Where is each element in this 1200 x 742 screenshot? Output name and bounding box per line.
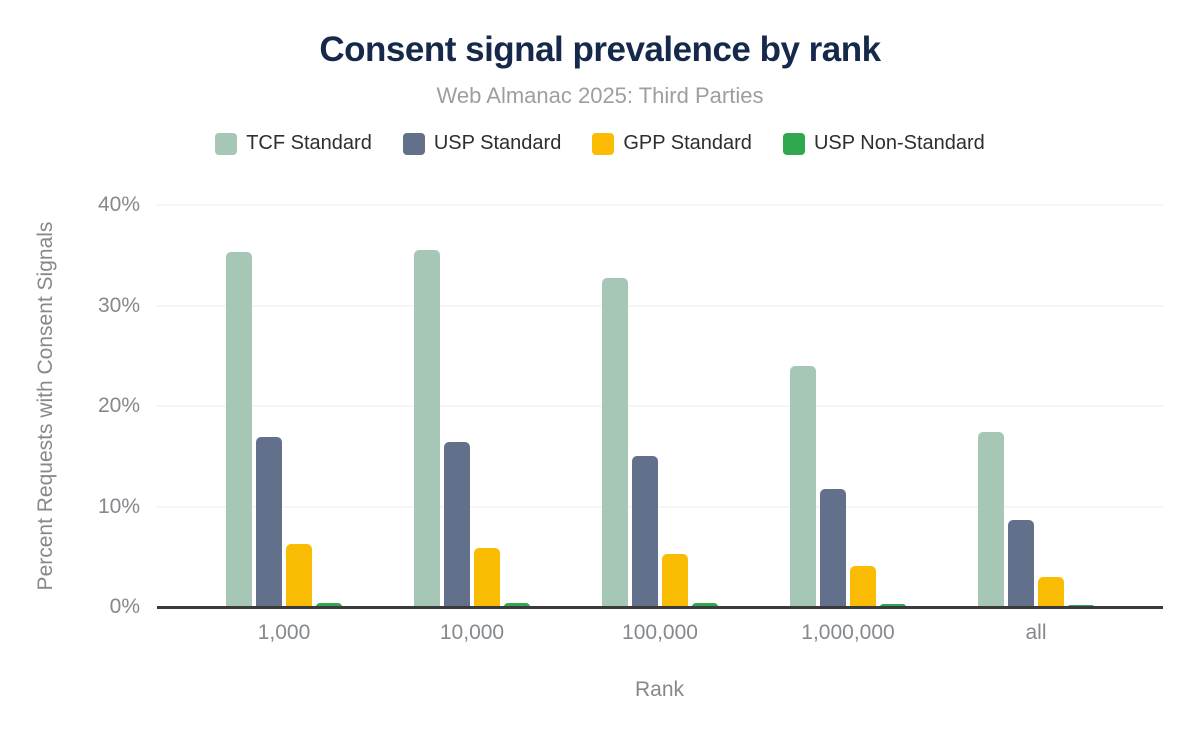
bar-usp-standard-1-000-000[interactable]	[820, 489, 846, 607]
bar-usp-non-standard-all[interactable]	[1068, 604, 1094, 607]
ytick-20: 20%	[97, 394, 140, 417]
bar-gpp-standard-100-000[interactable]	[662, 553, 688, 607]
bar-gpp-standard-1-000[interactable]	[286, 543, 312, 607]
bar-usp-non-standard-1-000-000[interactable]	[880, 604, 906, 607]
bar-usp-standard-1-000[interactable]	[256, 437, 282, 607]
xtick-1-000: 1,000	[257, 621, 311, 644]
ytick-30: 30%	[97, 293, 140, 317]
bar-gpp-standard-1-000-000[interactable]	[850, 565, 876, 607]
y-axis-title: Percent Requests with Consent Signals	[34, 221, 57, 591]
plot-area: 0% 10% 20% 30% 40%	[98, 193, 1163, 618]
bar-group-1-000-000	[754, 205, 942, 607]
legend-swatch-gpp-standard-icon	[592, 132, 615, 155]
xtick-100-000: 100,000	[622, 621, 698, 644]
legend-label-gpp-standard: GPP Standard	[623, 132, 752, 154]
bar-usp-non-standard-1-000[interactable]	[316, 602, 342, 607]
legend-swatch-usp-standard-icon	[402, 132, 425, 155]
bar-group-10-000	[378, 205, 566, 607]
x-axis-title: Rank	[634, 678, 685, 701]
xtick-10-000: 10,000	[439, 621, 505, 644]
bar-groups	[190, 205, 1130, 607]
bar-group-1-000	[190, 205, 378, 607]
legend-swatch-usp-non-standard-icon	[782, 132, 805, 155]
legend-item-usp-non-standard[interactable]: USP Non-Standard	[782, 132, 985, 155]
gridline-20	[156, 405, 1163, 407]
bar-tcf-standard-10-000[interactable]	[414, 250, 440, 607]
legend: TCF Standard USP Standard GPP Standard USP …	[0, 132, 1200, 155]
x-axis-line	[157, 606, 1163, 609]
bar-usp-non-standard-100-000[interactable]	[692, 602, 718, 607]
bar-gpp-standard-10-000[interactable]	[474, 547, 500, 607]
legend-item-gpp-standard[interactable]: GPP Standard	[592, 132, 752, 155]
ytick-40: 40%	[97, 193, 140, 216]
bar-tcf-standard-100-000[interactable]	[602, 278, 628, 607]
bar-usp-standard-10-000[interactable]	[444, 442, 470, 607]
bar-tcf-standard-1-000-000[interactable]	[790, 365, 816, 607]
x-labels: 1,000 10,000 100,000 1,000,000 all	[190, 621, 1130, 645]
bar-usp-standard-100-000[interactable]	[632, 456, 658, 607]
xtick-all: all	[1025, 621, 1047, 644]
legend-swatch-tcf-standard-icon	[215, 132, 238, 155]
ytick-10: 10%	[97, 494, 140, 518]
chart-title: Consent signal prevalence by rank	[319, 30, 881, 69]
gridline-40	[156, 204, 1163, 206]
bar-group-all	[942, 205, 1130, 607]
gridline-10	[156, 506, 1163, 507]
bar-usp-non-standard-10-000[interactable]	[504, 602, 530, 607]
bar-group-100-000	[566, 205, 754, 607]
bar-tcf-standard-1-000[interactable]	[226, 252, 252, 607]
bar-usp-standard-all[interactable]	[1008, 519, 1034, 607]
chart-subtitle: Web Almanac 2025: Third Parties	[436, 83, 764, 108]
ytick-0: 0%	[109, 595, 140, 618]
legend-label-tcf-standard: TCF Standard	[246, 132, 372, 154]
legend-item-usp-standard[interactable]: USP Standard	[402, 132, 562, 155]
bar-gpp-standard-all[interactable]	[1038, 576, 1064, 607]
legend-item-tcf-standard[interactable]: TCF Standard	[215, 132, 372, 155]
bar-tcf-standard-all[interactable]	[978, 432, 1004, 607]
gridline-30	[156, 305, 1163, 306]
legend-label-usp-non-standard: USP Non-Standard	[813, 132, 985, 154]
xtick-1-000-000: 1,000,000	[801, 621, 895, 644]
legend-label-usp-standard: USP Standard	[433, 132, 562, 154]
